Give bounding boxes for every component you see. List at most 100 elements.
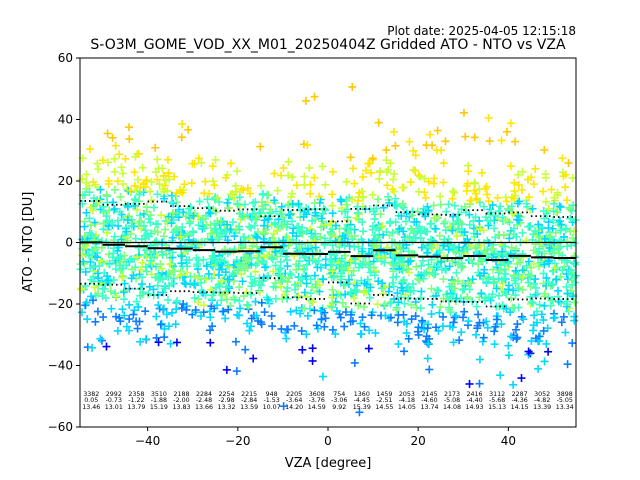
scatter-point (177, 133, 186, 142)
scatter-point (452, 232, 461, 241)
scatter-point (420, 174, 429, 183)
scatter-point (172, 338, 181, 347)
scatter-point (454, 210, 463, 219)
scatter-points (76, 83, 580, 417)
scatter-point (250, 221, 259, 230)
scatter-point (167, 219, 176, 228)
scatter-point (393, 289, 402, 298)
scatter-point (541, 169, 550, 178)
scatter-point (302, 204, 311, 213)
scatter-point (294, 291, 303, 300)
scatter-point (431, 291, 440, 300)
scatter-point (449, 212, 458, 221)
scatter-point (125, 212, 134, 221)
scatter-point (283, 277, 292, 286)
bin-mean: -2.51 (376, 397, 392, 404)
scatter-point (153, 175, 162, 184)
scatter-point (475, 379, 484, 388)
scatter-point (492, 315, 501, 324)
scatter-point (439, 178, 448, 187)
scatter-point (450, 188, 459, 197)
scatter-point (441, 217, 450, 226)
scatter-point (271, 207, 280, 216)
scatter-point (185, 219, 194, 228)
scatter-point (172, 305, 181, 314)
scatter-point (431, 213, 440, 222)
scatter-point (423, 248, 432, 257)
scatter-point (85, 188, 94, 197)
scatter-point (280, 290, 289, 299)
scatter-point (460, 307, 469, 316)
scatter-point (269, 267, 278, 276)
scatter-point (405, 137, 414, 146)
scatter-point (120, 279, 129, 288)
scatter-point (152, 312, 161, 321)
scatter-point (495, 291, 504, 300)
scatter-point (156, 260, 165, 269)
scatter-point (110, 232, 119, 241)
scatter-point (160, 194, 169, 203)
scatter-point (271, 220, 280, 229)
scatter-point (122, 227, 131, 236)
scatter-point (235, 311, 244, 320)
scatter-point (185, 255, 194, 264)
scatter-point (267, 253, 276, 262)
scatter-point (164, 168, 173, 177)
scatter-point (104, 176, 113, 185)
scatter-point (91, 180, 100, 189)
scatter-point (570, 316, 579, 325)
scatter-point (368, 154, 377, 163)
scatter-point (453, 277, 462, 286)
scatter-point (347, 232, 356, 241)
scatter-point (111, 265, 120, 274)
scatter-point (221, 173, 230, 182)
scatter-point (310, 92, 319, 101)
scatter-point (138, 273, 147, 282)
scatter-point (462, 186, 471, 195)
scatter-point (91, 317, 100, 326)
bin-mean: -5.08 (444, 397, 460, 404)
scatter-point (375, 174, 384, 183)
scatter-point (147, 196, 156, 205)
scatter-point (392, 306, 401, 315)
scatter-point (342, 200, 351, 209)
scatter-point (328, 190, 337, 199)
bin-mean: -4.36 (511, 397, 527, 404)
x-tick-label: 40 (501, 434, 516, 448)
scatter-point (404, 334, 413, 343)
bin-mean: -1.53 (263, 397, 279, 404)
scatter-point (371, 234, 380, 243)
scatter-point (303, 311, 312, 320)
scatter-point (524, 278, 533, 287)
scatter-point (435, 231, 444, 240)
scatter-point (308, 232, 317, 241)
scatter-point (78, 251, 87, 260)
scatter-point (382, 227, 391, 236)
scatter-point (496, 266, 505, 275)
scatter-point (321, 206, 330, 215)
scatter-point (155, 180, 164, 189)
scatter-point (93, 307, 102, 316)
scatter-point (233, 200, 242, 209)
scatter-point (429, 179, 438, 188)
scatter-point (475, 271, 484, 280)
scatter-point (146, 218, 155, 227)
scatter-point (236, 304, 245, 313)
scatter-point (442, 290, 451, 299)
scatter-point (531, 164, 540, 173)
scatter-point (302, 330, 311, 339)
scatter-point (239, 292, 248, 301)
scatter-point (421, 193, 430, 202)
scatter-point (420, 325, 429, 334)
scatter-point (369, 207, 378, 216)
scatter-point (310, 173, 319, 182)
scatter-point (172, 297, 181, 306)
scatter-point (473, 243, 482, 252)
scatter-point (328, 201, 337, 210)
scatter-point (370, 271, 379, 280)
scatter-point (435, 246, 444, 255)
scatter-point (257, 244, 266, 253)
